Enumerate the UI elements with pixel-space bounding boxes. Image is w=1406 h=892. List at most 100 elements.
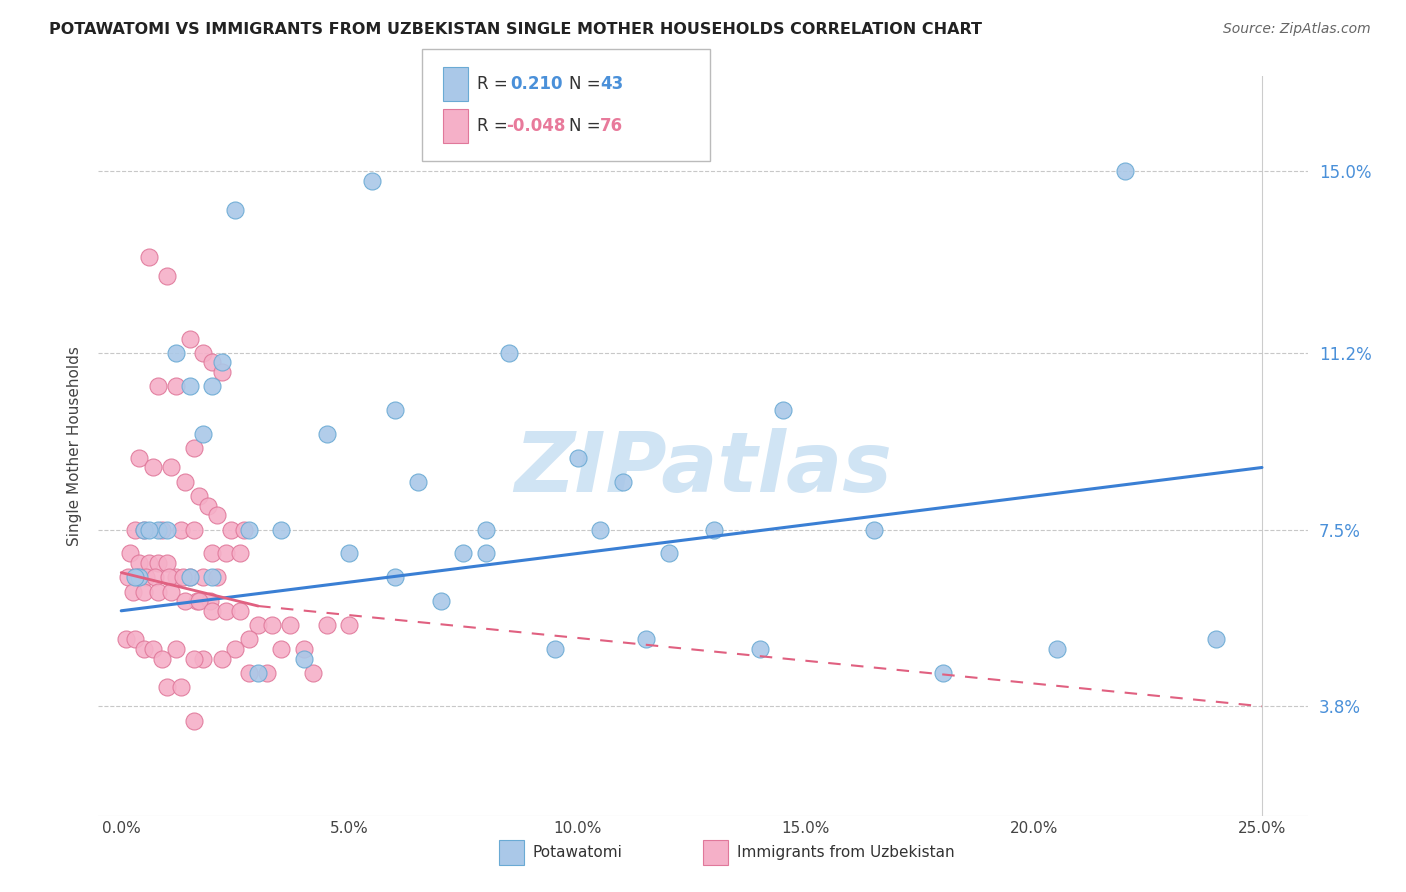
Point	[124, 632, 146, 647]
Point	[224, 202, 246, 217]
Point	[238, 523, 260, 537]
Point	[146, 584, 169, 599]
Point	[211, 651, 233, 665]
Text: 43: 43	[600, 75, 624, 93]
Point	[772, 403, 794, 417]
Point	[193, 651, 215, 665]
Point	[145, 570, 167, 584]
Point	[270, 523, 292, 537]
Point	[361, 174, 384, 188]
Text: N =: N =	[569, 117, 606, 135]
Point	[498, 346, 520, 360]
Point	[135, 570, 157, 584]
Point	[634, 632, 657, 647]
Point	[475, 546, 498, 560]
Point	[612, 475, 634, 489]
Point	[132, 523, 155, 537]
Text: Immigrants from Uzbekistan: Immigrants from Uzbekistan	[737, 846, 955, 860]
Point	[931, 665, 953, 680]
Point	[186, 594, 208, 608]
Point	[142, 460, 165, 475]
Point	[406, 475, 429, 489]
Point	[121, 584, 143, 599]
Point	[187, 489, 209, 503]
Point	[174, 475, 197, 489]
Point	[127, 570, 149, 584]
Point	[215, 604, 238, 618]
Text: ZIPatlas: ZIPatlas	[515, 427, 891, 508]
Point	[384, 403, 406, 417]
Point	[201, 604, 224, 618]
Point	[337, 618, 360, 632]
Point	[247, 618, 270, 632]
Point	[260, 618, 283, 632]
Point	[703, 523, 725, 537]
Point	[315, 618, 337, 632]
Point	[453, 546, 475, 560]
Text: -0.048: -0.048	[506, 117, 565, 135]
Text: R =: R =	[477, 75, 513, 93]
Point	[201, 379, 224, 393]
Point	[233, 523, 256, 537]
Point	[205, 570, 228, 584]
Point	[156, 680, 179, 694]
Point	[120, 546, 142, 560]
Point	[292, 651, 315, 665]
Point	[658, 546, 681, 560]
Point	[156, 556, 179, 570]
Point	[229, 546, 252, 560]
Point	[174, 594, 197, 608]
Point	[165, 570, 187, 584]
Point	[114, 632, 136, 647]
Point	[1205, 632, 1227, 647]
Point	[247, 665, 270, 680]
Point	[183, 651, 205, 665]
Point	[156, 269, 179, 284]
Point	[201, 546, 224, 560]
Point	[1046, 642, 1069, 657]
Point	[211, 365, 233, 379]
Text: Potawatomi: Potawatomi	[533, 846, 623, 860]
Point	[142, 642, 165, 657]
Point	[193, 427, 215, 442]
Point	[201, 570, 224, 584]
Point	[179, 570, 201, 584]
Point	[179, 379, 201, 393]
Point	[128, 570, 150, 584]
Point	[128, 556, 150, 570]
Point	[187, 594, 209, 608]
Point	[179, 570, 201, 584]
Point	[156, 523, 179, 537]
Point	[193, 346, 215, 360]
Point	[337, 546, 360, 560]
Point	[150, 523, 173, 537]
Point	[863, 523, 886, 537]
Point	[211, 355, 233, 369]
Point	[256, 665, 278, 680]
Point	[132, 584, 155, 599]
Point	[229, 604, 252, 618]
Text: N =: N =	[569, 75, 606, 93]
Point	[132, 523, 155, 537]
Point	[215, 546, 238, 560]
Point	[197, 499, 219, 513]
Point	[201, 355, 224, 369]
Point	[544, 642, 567, 657]
Point	[315, 427, 337, 442]
Point	[238, 632, 260, 647]
Point	[205, 508, 228, 523]
Point	[146, 556, 169, 570]
Point	[124, 570, 146, 584]
Point	[183, 523, 205, 537]
Point	[172, 570, 194, 584]
Point	[749, 642, 772, 657]
Point	[128, 450, 150, 465]
Point	[146, 379, 169, 393]
Point	[1114, 164, 1136, 178]
Point	[183, 442, 205, 456]
Point	[292, 642, 315, 657]
Point	[138, 556, 160, 570]
Point	[165, 642, 187, 657]
Point	[160, 584, 183, 599]
Point	[132, 642, 155, 657]
